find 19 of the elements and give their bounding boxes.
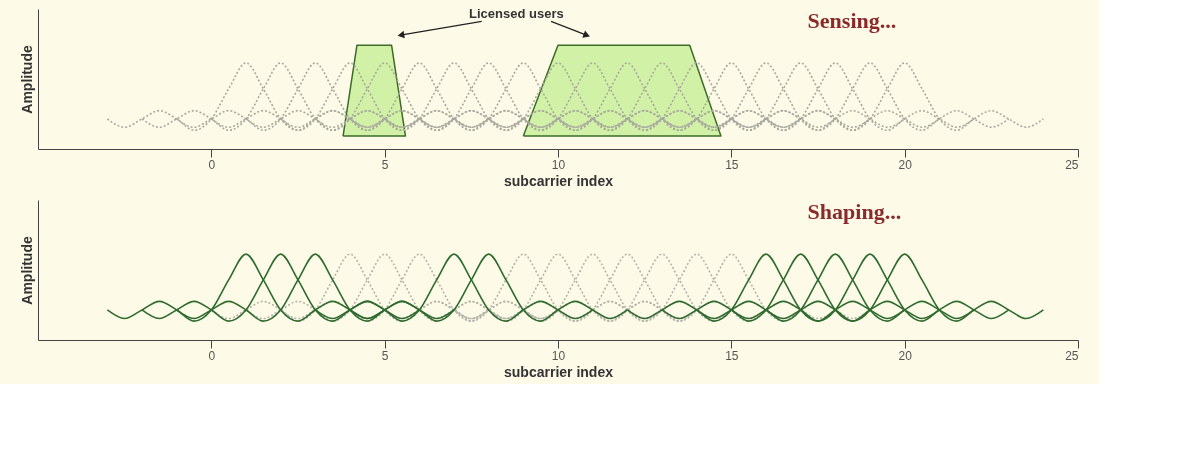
y-axis-title: Amplitude xyxy=(18,45,35,114)
chart-title: Shaping... xyxy=(807,199,902,224)
x-axis-title: subcarrier index xyxy=(504,363,614,380)
x-tick-label: 0 xyxy=(208,157,216,172)
text: Licensed users xyxy=(469,6,564,22)
chart-title: Sensing... xyxy=(807,8,897,33)
x-tick-label: 25 xyxy=(1065,157,1079,172)
x-tick-label: 5 xyxy=(381,348,389,363)
x-tick-label: 10 xyxy=(551,157,566,172)
x-tick-label: 0 xyxy=(208,348,216,363)
x-tick-label: 15 xyxy=(725,157,739,172)
x-tick-label: 15 xyxy=(725,348,739,363)
x-tick-label: 25 xyxy=(1065,348,1079,363)
x-tick-label: 20 xyxy=(898,157,913,172)
x-tick-label: 20 xyxy=(898,348,913,363)
x-axis-title: subcarrier index xyxy=(504,172,614,189)
x-tick-label: 5 xyxy=(381,157,389,172)
x-tick-label: 10 xyxy=(551,348,566,363)
y-axis-title: Amplitude xyxy=(18,236,35,305)
